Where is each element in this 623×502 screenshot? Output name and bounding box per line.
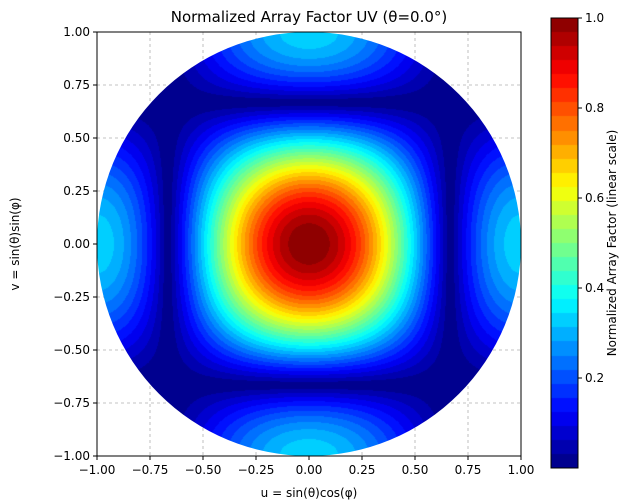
chart-title: Normalized Array Factor UV (θ=0.0°) [171,8,448,26]
colorbar: 0.2 0.4 0.6 0.8 1.0 Normalized Array Factor … [550,11,619,469]
colorbar-ticks: 0.2 0.4 0.6 0.8 1.0 [578,11,604,385]
y-tick-label: −0.25 [53,290,90,304]
colorbar-label: Normalized Array Factor (linear scale) [605,130,619,357]
x-tick-label: 1.00 [508,463,535,477]
colorbar-tick-label: 0.8 [585,101,604,115]
x-tick-label: −0.50 [185,463,222,477]
y-tick-label: −0.50 [53,343,90,357]
x-tick-label: 0.75 [455,463,482,477]
x-tick-label: −0.75 [132,463,169,477]
colorbar-tick-label: 0.2 [585,371,604,385]
x-axis: −1.00 −0.75 −0.50 −0.25 0.00 0.25 0.50 0.75 1.00 [79,456,535,477]
colorbar-tick-label: 0.4 [585,281,604,295]
x-tick-label: 0.25 [349,463,376,477]
y-tick-label: −1.00 [53,449,90,463]
y-tick-label: 0.50 [63,131,90,145]
colorbar-frame [550,17,579,469]
x-tick-label: −0.25 [238,463,275,477]
heatmap [97,32,521,456]
y-tick-label: −0.75 [53,396,90,410]
x-axis-label: u = sin(θ)cos(φ) [261,486,358,500]
colorbar-tick-label: 0.6 [585,191,604,205]
y-tick-label: 0.00 [63,237,90,251]
y-tick-label: 0.75 [63,78,90,92]
colorbar-tick-label: 1.0 [585,11,604,25]
y-tick-label: 0.25 [63,184,90,198]
x-tick-label: 0.00 [296,463,323,477]
x-tick-label: 0.50 [402,463,429,477]
y-axis-label: v = sin(θ)sin(φ) [8,197,22,290]
y-tick-label: 1.00 [63,25,90,39]
y-axis: 1.00 0.75 0.50 0.25 0.00 −0.25 −0.50 −0.75 −1.00 [53,25,97,463]
x-tick-label: −1.00 [79,463,116,477]
